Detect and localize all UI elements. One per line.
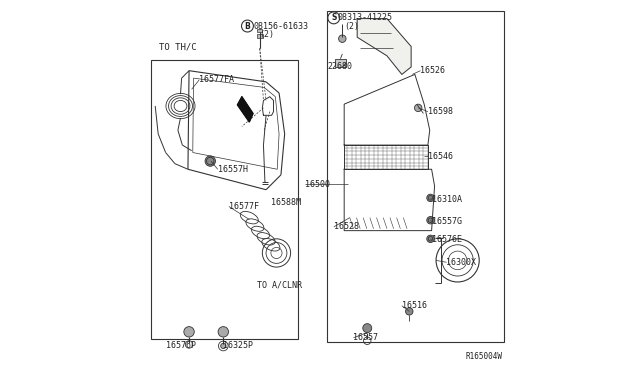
Bar	[257, 34, 262, 38]
Text: 16557G: 16557G	[431, 217, 461, 226]
Text: 16576P: 16576P	[166, 341, 196, 350]
Text: 16588M: 16588M	[271, 198, 301, 207]
Text: 16325P: 16325P	[223, 341, 253, 350]
Circle shape	[205, 156, 216, 166]
Text: 08313-41225: 08313-41225	[338, 13, 393, 22]
Polygon shape	[237, 97, 253, 122]
Text: 16300X: 16300X	[447, 258, 476, 267]
Circle shape	[427, 217, 434, 224]
Text: TO A/CLNR: TO A/CLNR	[257, 280, 302, 289]
Text: 16557: 16557	[353, 333, 378, 342]
Text: 22680: 22680	[328, 62, 353, 71]
Text: 16516: 16516	[402, 301, 427, 310]
Text: S: S	[331, 13, 337, 22]
Circle shape	[218, 327, 228, 337]
Circle shape	[415, 104, 422, 112]
Text: 16546: 16546	[428, 152, 453, 161]
Circle shape	[427, 194, 434, 202]
Text: 16576E: 16576E	[431, 235, 461, 244]
Polygon shape	[357, 19, 411, 74]
Bar	[344, 145, 428, 169]
Text: 16577FA: 16577FA	[199, 76, 234, 84]
Text: 16577F: 16577F	[229, 202, 259, 211]
Text: 16557H: 16557H	[218, 165, 248, 174]
Circle shape	[363, 324, 372, 333]
Bar	[335, 59, 346, 67]
Circle shape	[427, 235, 434, 243]
Circle shape	[406, 308, 413, 315]
Bar	[328, 11, 504, 342]
Bar	[151, 60, 298, 339]
Circle shape	[339, 35, 346, 42]
Text: 16528: 16528	[334, 222, 359, 231]
Text: (2): (2)	[344, 22, 359, 31]
Circle shape	[184, 327, 195, 337]
Text: 16526: 16526	[420, 66, 445, 75]
Text: 08156-61633: 08156-61633	[253, 22, 308, 31]
Text: 16500: 16500	[305, 180, 330, 189]
Text: TO TH/C: TO TH/C	[159, 42, 197, 51]
Circle shape	[221, 343, 226, 349]
Text: B: B	[244, 22, 250, 31]
Text: 16598: 16598	[428, 107, 453, 116]
Text: 16310A: 16310A	[431, 195, 461, 203]
Bar	[257, 29, 262, 32]
Text: (2): (2)	[260, 31, 275, 39]
Text: R165004W: R165004W	[465, 352, 502, 361]
